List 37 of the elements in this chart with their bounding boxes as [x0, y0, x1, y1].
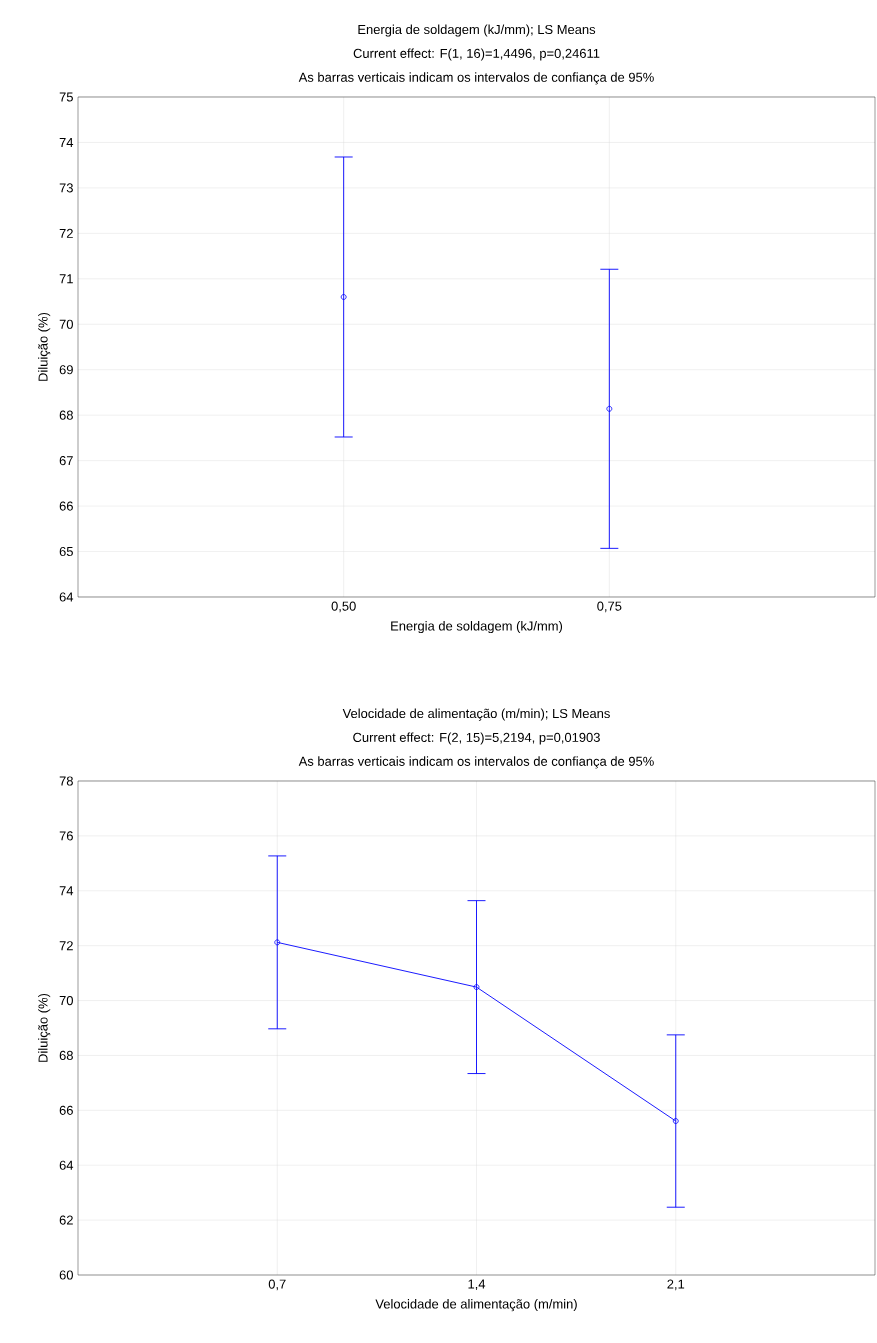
y-tick-label: 64	[59, 592, 74, 602]
y-tick-label: 66	[59, 1105, 73, 1115]
x-tick-label: 2,1	[667, 1279, 685, 1291]
y-tick-label: 72	[59, 941, 73, 951]
chart-subtitle: Current effect: F(1, 16)=1,4496, p=0,24611	[353, 48, 600, 61]
y-tick-label: 70	[59, 319, 73, 329]
y-tick-label: 78	[59, 776, 73, 786]
y-tick-label: 70	[59, 995, 73, 1006]
y-tick-label: 68	[59, 1050, 73, 1061]
x-tick-label: 1,4	[468, 1279, 486, 1291]
y-tick-label: 69	[59, 365, 73, 375]
x-tick-label: 0,7	[268, 1279, 286, 1291]
y-tick-label: 71	[59, 274, 73, 284]
x-axis-title: Energia de soldagem (kJ/mm)	[391, 621, 563, 634]
x-axis-title: Velocidade de alimentação (m/min)	[375, 1299, 577, 1312]
y-tick-label: 75	[59, 92, 73, 102]
y-axis-title: Diluição (%)	[38, 993, 51, 1062]
y-tick-label: 76	[59, 831, 73, 841]
text: As barras verticais indicam os intervalos de confiança de 95%	[298, 72, 654, 85]
y-tick-label: 74	[59, 886, 74, 896]
chart-subtitle: Current effect: F(2, 15)=5,2194, p=0,01903	[353, 732, 600, 745]
y-tick-label: 72	[59, 228, 73, 238]
y-tick-label: 67	[59, 456, 73, 466]
y-tick-label: 60	[59, 1270, 73, 1280]
y-tick-label: 74	[59, 137, 74, 147]
x-tick-label: 0,75	[597, 601, 622, 613]
y-axis-title: Diluição (%)	[38, 312, 51, 381]
y-tick-label: 65	[59, 546, 73, 557]
chart-title: Energia de soldagem (kJ/mm); LS Means	[358, 24, 596, 37]
y-tick-label: 62	[59, 1215, 73, 1225]
y-tick-label: 66	[59, 501, 73, 511]
chart-title: Velocidade de alimentação (m/min); LS Means	[342, 708, 610, 721]
y-tick-label: 68	[59, 410, 73, 420]
y-tick-label: 73	[59, 183, 73, 193]
y-tick-label: 64	[59, 1160, 74, 1170]
x-tick-label: 0,50	[331, 601, 356, 613]
text: As barras verticais indicam os intervalos de confiança de 95%	[298, 756, 654, 769]
